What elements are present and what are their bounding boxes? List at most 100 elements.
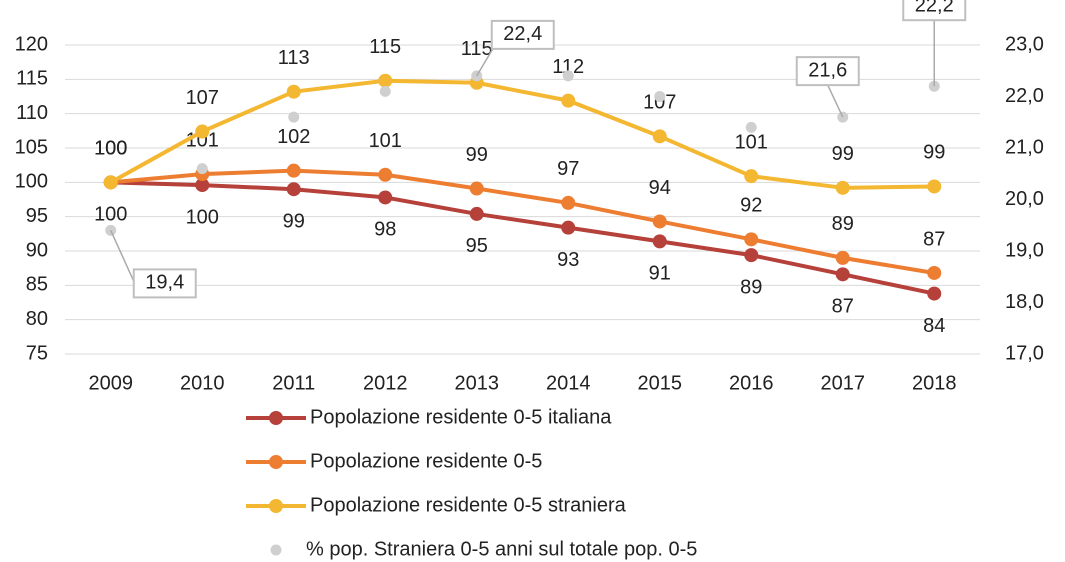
data-point <box>196 163 208 175</box>
data-point <box>469 181 484 196</box>
legend-label: % pop. Straniera 0-5 anni sul totale pop… <box>306 538 697 560</box>
data-label: 95 <box>466 235 488 257</box>
data-label: 107 <box>643 92 676 114</box>
y-tick-label: 95 <box>26 205 48 227</box>
y-tick-label: 100 <box>15 171 48 193</box>
series-line <box>110 168 935 275</box>
data-label: 101 <box>735 131 768 153</box>
data-label: 94 <box>649 177 671 199</box>
y-tick-label: 80 <box>26 308 48 330</box>
data-label: 113 <box>278 47 310 69</box>
data-point <box>652 234 667 249</box>
data-point <box>744 248 759 263</box>
x-tick-label: 2010 <box>180 372 225 394</box>
data-label: 93 <box>557 249 579 271</box>
leader-line <box>476 48 494 77</box>
legend-label: Popolazione residente 0-5 straniera <box>310 494 627 516</box>
data-label: 89 <box>832 213 854 235</box>
data-point <box>378 73 393 88</box>
data-label: 102 <box>277 126 310 148</box>
data-label: 89 <box>740 276 762 298</box>
y2-tick-label: 17,0 <box>1005 342 1044 364</box>
data-label: 21,6 <box>808 59 847 81</box>
y-tick-label: 90 <box>26 239 48 261</box>
y2-tick-label: 21,0 <box>1005 136 1044 158</box>
data-point <box>195 178 210 193</box>
legend-marker <box>269 499 283 513</box>
data-point <box>288 111 300 123</box>
data-label: 97 <box>557 158 579 180</box>
data-point <box>378 167 393 182</box>
x-tick-label: 2018 <box>912 372 957 394</box>
y-tick-label: 105 <box>15 136 48 158</box>
data-point <box>744 169 759 184</box>
data-label: 22,4 <box>503 23 542 45</box>
data-label: 92 <box>740 195 762 217</box>
x-tick-label: 2016 <box>729 372 774 394</box>
data-point <box>835 267 850 282</box>
label-box <box>902 0 967 22</box>
data-point <box>469 206 484 221</box>
data-point <box>561 93 576 108</box>
data-point <box>835 250 850 265</box>
data-label: 87 <box>923 228 945 250</box>
data-point <box>927 179 942 194</box>
data-point <box>378 190 393 205</box>
data-label: 100 <box>186 206 219 228</box>
data-label: 98 <box>374 219 396 241</box>
data-point <box>286 182 301 197</box>
y2-tick-label: 20,0 <box>1005 188 1044 210</box>
data-label: 19,4 <box>145 272 184 294</box>
data-label: 101 <box>369 130 402 152</box>
data-label: 99 <box>466 144 488 166</box>
data-point <box>927 265 942 280</box>
data-point <box>745 121 757 133</box>
data-point <box>744 232 759 247</box>
y2-tick-label: 22,0 <box>1005 85 1044 107</box>
legend-label: Popolazione residente 0-5 <box>310 450 542 472</box>
x-tick-label: 2017 <box>821 372 866 394</box>
x-tick-label: 2013 <box>455 372 500 394</box>
data-point <box>286 163 301 178</box>
data-label: 99 <box>283 210 305 232</box>
data-point <box>654 91 666 102</box>
data-label: 91 <box>649 263 671 285</box>
y-tick-label: 85 <box>26 274 48 296</box>
y-tick-label: 75 <box>26 342 48 364</box>
data-label: 99 <box>832 143 854 165</box>
data-label: 107 <box>186 87 219 109</box>
data-point <box>562 70 574 82</box>
label-box <box>490 19 555 50</box>
data-point <box>379 85 391 97</box>
data-point <box>652 129 667 144</box>
label-box <box>795 56 860 87</box>
y-tick-label: 115 <box>16 68 48 90</box>
series-line <box>109 78 935 190</box>
data-point <box>927 286 942 301</box>
data-point <box>286 84 301 99</box>
y2-tick-label: 18,0 <box>1005 291 1044 313</box>
x-tick-label: 2015 <box>638 372 683 394</box>
data-label: 22,2 <box>915 0 954 16</box>
y2-tick-label: 23,0 <box>1005 33 1044 55</box>
x-tick-label: 2011 <box>272 372 315 394</box>
legend-label: Popolazione residente 0-5 italiana <box>310 406 612 428</box>
data-label: 84 <box>923 315 945 337</box>
data-label: 115 <box>369 36 401 58</box>
data-label: 99 <box>923 142 945 164</box>
x-tick-label: 2014 <box>546 372 591 394</box>
data-point <box>652 214 667 229</box>
series-line <box>110 180 935 296</box>
data-label: 100 <box>94 138 127 160</box>
data-label: 100 <box>94 138 127 160</box>
data-point <box>195 124 210 139</box>
legend-marker <box>269 411 283 425</box>
leader-line <box>110 230 136 284</box>
data-point <box>103 175 118 190</box>
y-tick-label: 120 <box>15 33 48 55</box>
data-label: 112 <box>552 56 584 78</box>
x-tick-label: 2009 <box>89 372 134 394</box>
data-point <box>561 220 576 235</box>
data-label: 87 <box>832 296 854 318</box>
